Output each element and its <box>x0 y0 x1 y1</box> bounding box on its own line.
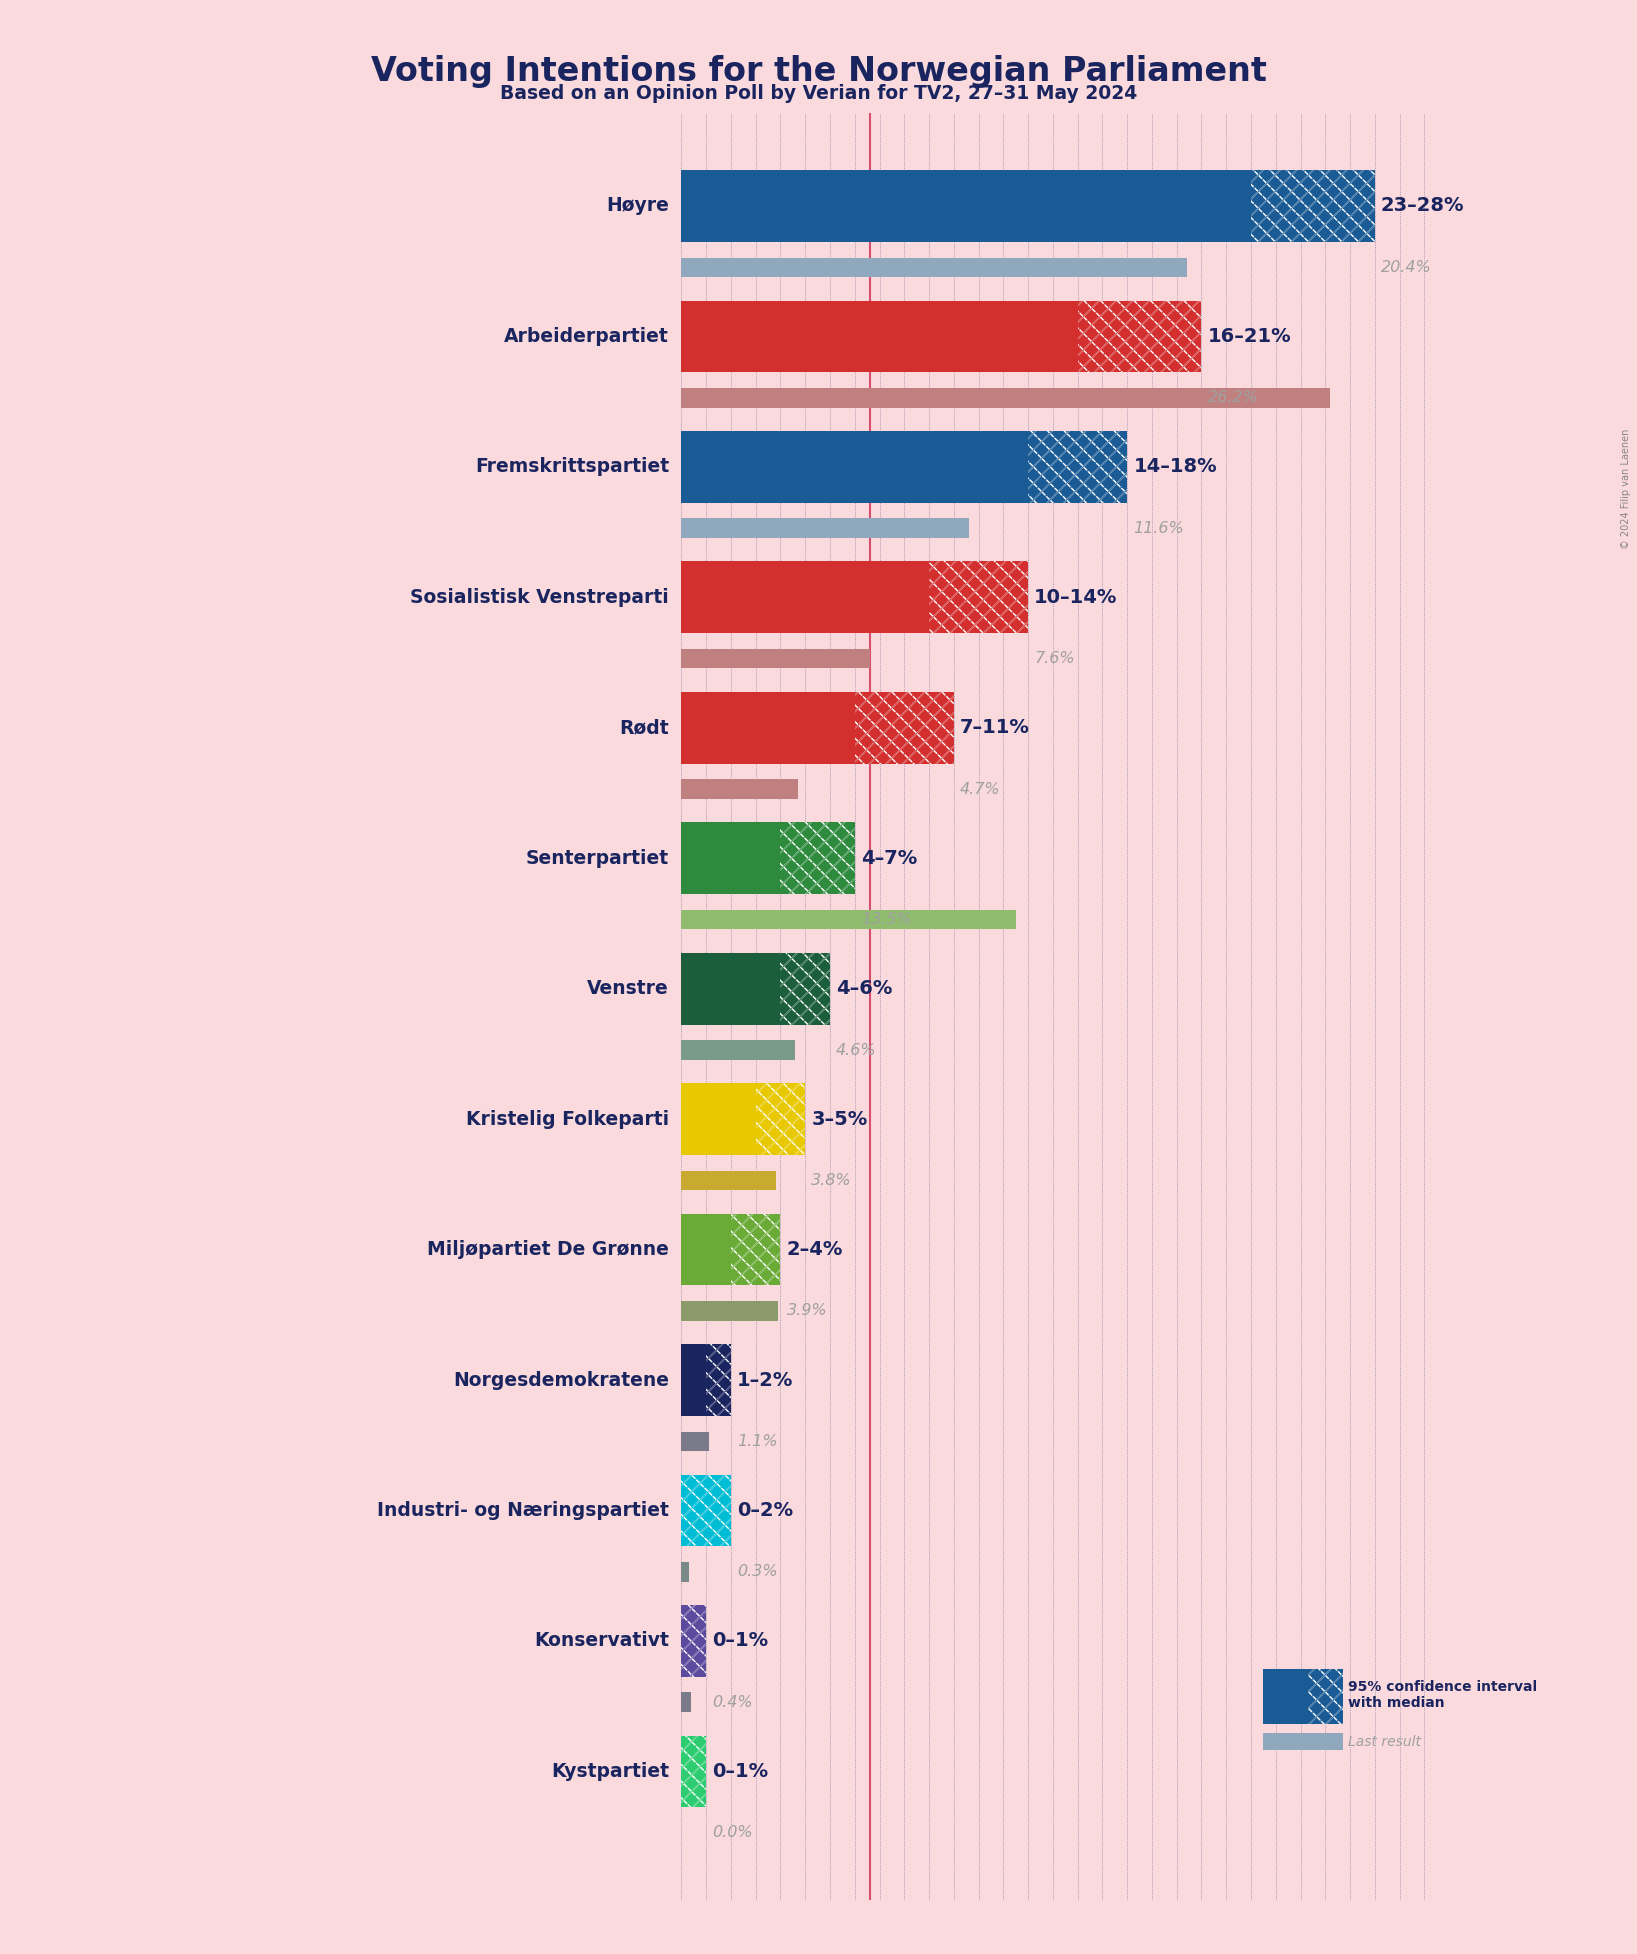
Bar <box>681 170 1251 242</box>
Text: Konservativt: Konservativt <box>534 1632 670 1651</box>
Text: 1–2%: 1–2% <box>737 1370 794 1389</box>
Text: 16–21%: 16–21% <box>1208 326 1292 346</box>
Text: 0.0%: 0.0% <box>712 1825 753 1841</box>
Bar <box>681 561 930 633</box>
Bar <box>681 1040 796 1059</box>
Text: 2–4%: 2–4% <box>787 1241 843 1258</box>
Bar <box>756 1083 805 1155</box>
Text: Kristelig Folkeparti: Kristelig Folkeparti <box>467 1110 670 1129</box>
Text: 14–18%: 14–18% <box>1133 457 1216 477</box>
Text: 10–14%: 10–14% <box>1035 588 1118 608</box>
Bar <box>681 432 1028 502</box>
Bar <box>681 1475 732 1546</box>
Text: 7–11%: 7–11% <box>959 719 1030 737</box>
Bar <box>781 823 855 895</box>
Bar <box>732 1213 781 1286</box>
Text: 23–28%: 23–28% <box>1382 197 1465 215</box>
Text: Last result: Last result <box>1347 1735 1421 1749</box>
Bar <box>930 561 1028 633</box>
Bar <box>1028 432 1128 502</box>
Bar <box>681 1432 709 1452</box>
Text: Kystpartiet: Kystpartiet <box>552 1763 670 1780</box>
Bar <box>681 649 869 668</box>
Bar <box>706 1344 732 1417</box>
Text: 95% confidence interval
with median: 95% confidence interval with median <box>1347 1680 1537 1710</box>
Text: Venstre: Venstre <box>588 979 670 998</box>
Bar <box>681 1735 706 1807</box>
Text: 7.6%: 7.6% <box>1035 651 1076 666</box>
Bar <box>1077 301 1202 373</box>
Bar <box>681 1213 732 1286</box>
Text: 1.1%: 1.1% <box>737 1434 778 1448</box>
Bar <box>681 954 781 1024</box>
Bar <box>706 1344 732 1417</box>
Bar <box>681 911 1015 930</box>
Bar <box>681 1735 706 1807</box>
Text: Norgesdemokratene: Norgesdemokratene <box>453 1370 670 1389</box>
Text: 20.4%: 20.4% <box>1382 260 1432 276</box>
Text: Based on an Opinion Poll by Verian for TV2, 27–31 May 2024: Based on an Opinion Poll by Verian for T… <box>499 84 1138 104</box>
Text: Rødt: Rødt <box>619 719 670 737</box>
Bar <box>1028 432 1128 502</box>
Bar <box>681 1604 706 1677</box>
Text: Sosialistisk Venstreparti: Sosialistisk Venstreparti <box>411 588 670 608</box>
Text: 26.2%: 26.2% <box>1208 391 1259 404</box>
Bar <box>681 1301 778 1321</box>
Bar <box>681 518 969 537</box>
Bar <box>1251 170 1375 242</box>
Bar <box>732 1213 781 1286</box>
Text: 3.8%: 3.8% <box>812 1172 853 1188</box>
Bar <box>681 258 1187 277</box>
Bar <box>681 389 1331 408</box>
Bar <box>855 692 954 764</box>
Bar <box>1264 1669 1308 1723</box>
Bar <box>681 1604 706 1677</box>
Bar <box>1264 1733 1342 1751</box>
Bar <box>681 301 1077 373</box>
Bar <box>1308 1669 1342 1723</box>
Bar <box>681 1170 776 1190</box>
Bar <box>681 1344 706 1417</box>
Text: Fremskrittspartiet: Fremskrittspartiet <box>475 457 670 477</box>
Bar <box>681 1561 689 1581</box>
Text: 0–1%: 0–1% <box>712 1632 768 1651</box>
Bar <box>756 1083 805 1155</box>
Bar <box>781 954 830 1024</box>
Bar <box>930 561 1028 633</box>
Text: © 2024 Filip van Laenen: © 2024 Filip van Laenen <box>1621 428 1630 549</box>
Bar <box>1077 301 1202 373</box>
Bar <box>681 1083 756 1155</box>
Text: 4.6%: 4.6% <box>837 1043 877 1057</box>
Text: 13.5%: 13.5% <box>861 913 912 926</box>
Text: 0.3%: 0.3% <box>737 1565 778 1579</box>
Bar <box>681 1692 691 1712</box>
Text: Arbeiderpartiet: Arbeiderpartiet <box>504 326 670 346</box>
Bar <box>681 1475 732 1546</box>
Text: 0.4%: 0.4% <box>712 1694 753 1710</box>
Bar <box>1251 170 1375 242</box>
Bar <box>1308 1669 1342 1723</box>
Bar <box>681 780 797 799</box>
Text: Miljøpartiet De Grønne: Miljøpartiet De Grønne <box>427 1241 670 1258</box>
Text: Voting Intentions for the Norwegian Parliament: Voting Intentions for the Norwegian Parl… <box>370 55 1267 88</box>
Text: 11.6%: 11.6% <box>1133 520 1184 535</box>
Bar <box>681 823 781 895</box>
Text: 0–1%: 0–1% <box>712 1763 768 1780</box>
Bar <box>781 823 855 895</box>
Text: 0–2%: 0–2% <box>737 1501 794 1520</box>
Text: 4–6%: 4–6% <box>837 979 892 998</box>
Text: Senterpartiet: Senterpartiet <box>525 848 670 868</box>
Text: 4.7%: 4.7% <box>959 782 1000 797</box>
Bar <box>855 692 954 764</box>
Text: 3–5%: 3–5% <box>812 1110 868 1129</box>
Text: 3.9%: 3.9% <box>787 1303 827 1319</box>
Text: 4–7%: 4–7% <box>861 848 917 868</box>
Bar <box>681 692 855 764</box>
Text: Industri- og Næringspartiet: Industri- og Næringspartiet <box>377 1501 670 1520</box>
Text: Høyre: Høyre <box>606 197 670 215</box>
Bar <box>781 954 830 1024</box>
